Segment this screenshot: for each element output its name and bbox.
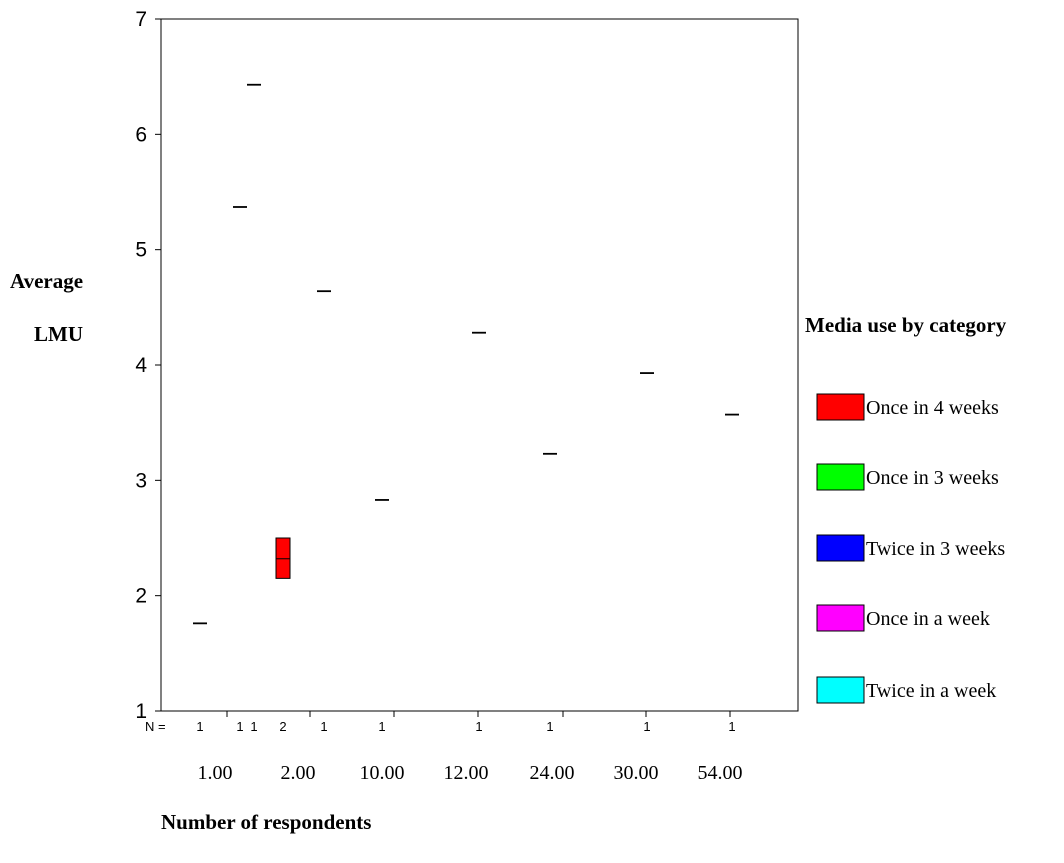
legend-title: Media use by category [805, 313, 1007, 337]
x-category-label: 30.00 [614, 762, 659, 784]
box-groups [193, 83, 739, 625]
legend-swatch [816, 534, 865, 562]
n-count-label: 1 [643, 719, 650, 734]
n-count-label: 1 [236, 719, 243, 734]
legend-item-label: Twice in a week [866, 680, 996, 702]
legend: Media use by category Once in 4 weeks Onc… [805, 313, 1007, 704]
x-category-label: 1.00 [198, 762, 233, 784]
legend-swatch [816, 676, 865, 704]
x-category-label: 12.00 [444, 762, 489, 784]
n-count-label: 1 [250, 719, 257, 734]
box-iqr [275, 537, 291, 579]
x-axis-label: Number of respondents [161, 810, 371, 834]
n-count-label: 1 [320, 719, 327, 734]
y-axis-label-line1: Average [10, 269, 83, 293]
legend-swatch [816, 463, 865, 491]
y-tick-label: 3 [135, 469, 147, 492]
n-count-label: 1 [378, 719, 385, 734]
legend-swatch [816, 393, 865, 421]
x-category-label: 24.00 [530, 762, 575, 784]
x-category-label: 10.00 [360, 762, 405, 784]
y-tick-label: 4 [135, 354, 147, 377]
legend-item-label: Once in a week [866, 608, 990, 630]
plot-area [160, 18, 799, 712]
y-tick-label: 5 [135, 239, 147, 262]
y-tick-label: 7 [135, 8, 147, 31]
y-tick-label: 6 [135, 123, 147, 146]
n-prefix-label: N = [145, 719, 166, 734]
legend-item-label: Twice in 3 weeks [866, 538, 1005, 560]
n-count-label: 1 [196, 719, 203, 734]
y-axis: 1 2 3 4 5 6 7 [135, 8, 161, 723]
n-count-label: 2 [279, 719, 286, 734]
y-tick-label: 2 [135, 585, 147, 608]
legend-swatch [816, 604, 865, 632]
n-count-label: 1 [728, 719, 735, 734]
x-category-label: 54.00 [698, 762, 743, 784]
legend-item-label: Once in 3 weeks [866, 467, 999, 489]
x-category-label: 2.00 [281, 762, 316, 784]
legend-item-label: Once in 4 weeks [866, 397, 999, 419]
x-axis-ticks [226, 711, 731, 717]
n-count-label: 1 [475, 719, 482, 734]
y-axis-label-line2: LMU [34, 322, 83, 346]
y-tick-label: 1 [135, 700, 147, 723]
n-count-label: 1 [546, 719, 553, 734]
x-category-labels: 1.00 2.00 10.00 12.00 24.00 30.00 54.00 [198, 762, 743, 784]
